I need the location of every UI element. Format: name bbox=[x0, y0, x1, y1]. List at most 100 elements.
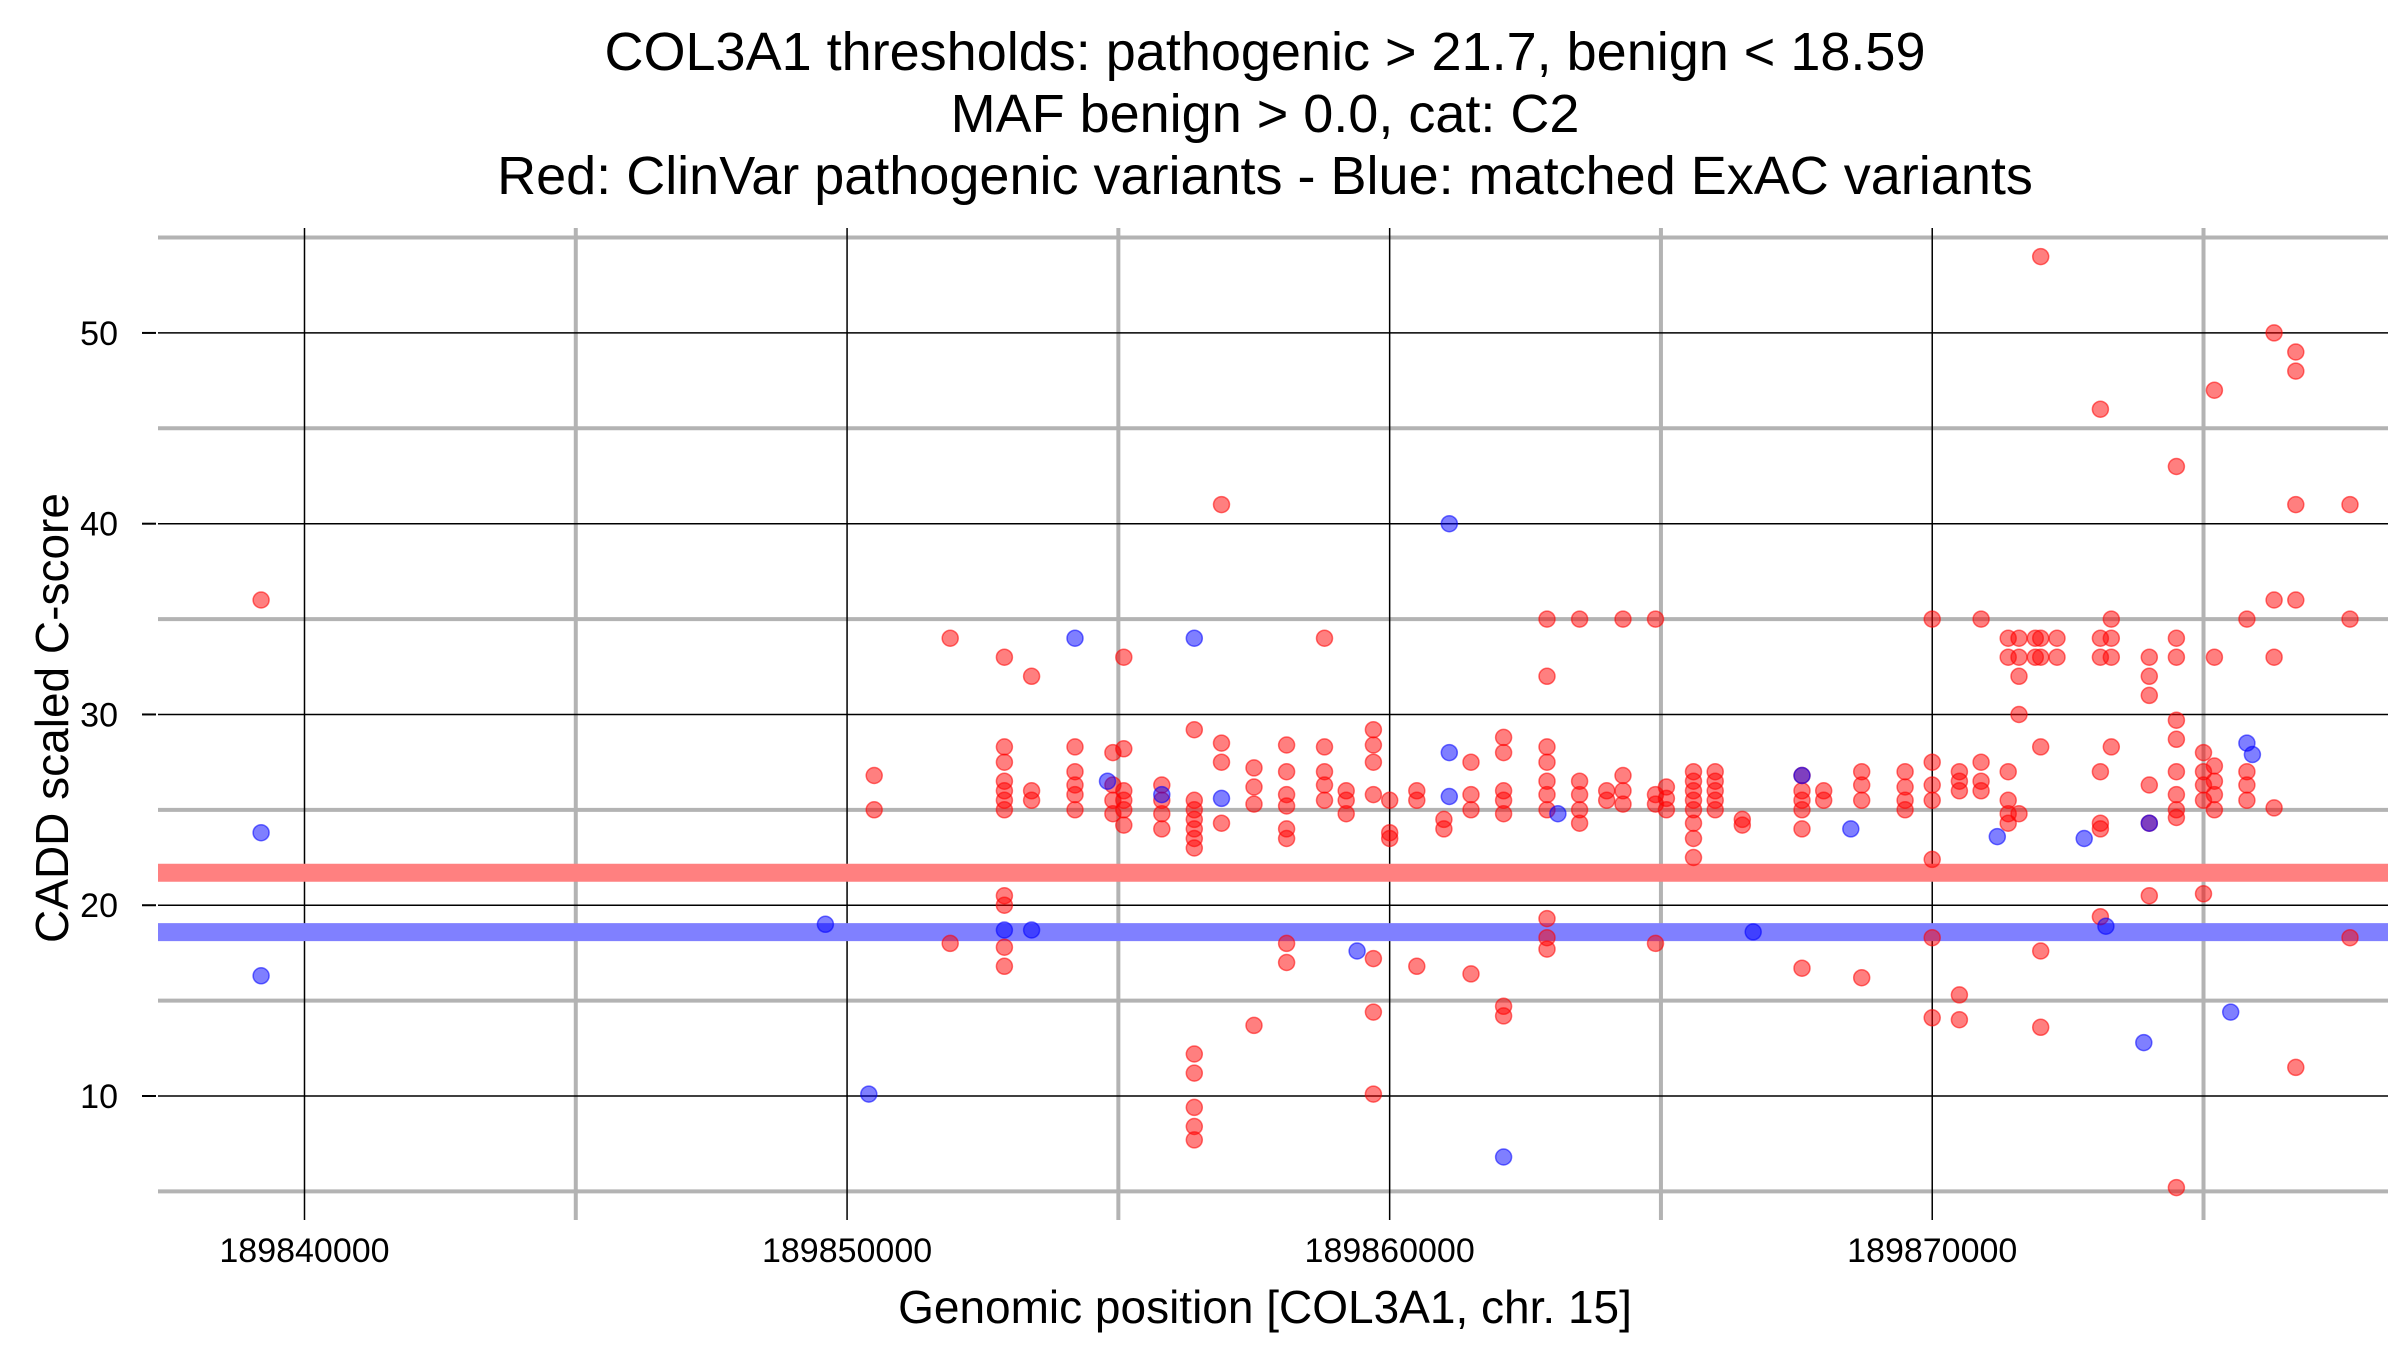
pathogenic-point bbox=[2167, 648, 2186, 666]
pathogenic-point bbox=[1494, 728, 1513, 747]
pathogenic-point bbox=[1896, 762, 1914, 781]
benign-point bbox=[1440, 743, 1459, 762]
pathogenic-point bbox=[2205, 381, 2224, 399]
pathogenic-point bbox=[2265, 324, 2283, 342]
pathogenic-point bbox=[1852, 968, 1871, 987]
benign-point bbox=[1494, 1148, 1513, 1166]
pathogenic-point bbox=[1185, 839, 1204, 857]
pathogenic-point bbox=[2287, 591, 2305, 609]
pathogenic-point bbox=[1538, 738, 1556, 756]
pathogenic-point bbox=[2194, 743, 2213, 762]
pathogenic-point bbox=[1115, 801, 1133, 819]
x-tick-label: 189840000 bbox=[219, 1232, 389, 1270]
pathogenic-point bbox=[1115, 816, 1133, 834]
pathogenic-point bbox=[1972, 753, 1990, 771]
benign-point bbox=[252, 967, 270, 985]
y-tick-label: 50 bbox=[80, 315, 118, 353]
pathogenic-point bbox=[1245, 759, 1263, 777]
pathogenic-point bbox=[1212, 495, 1231, 514]
pathogenic-point bbox=[2010, 648, 2028, 666]
pathogenic-point bbox=[1570, 610, 1589, 628]
pathogenic-point bbox=[1435, 820, 1453, 838]
y-axis-title: CADD scaled C-score bbox=[26, 493, 78, 943]
y-tick-label: 20 bbox=[80, 887, 118, 925]
pathogenic-point bbox=[1538, 667, 1556, 686]
pathogenic-point bbox=[1245, 778, 1263, 796]
y-tick-label: 40 bbox=[80, 506, 118, 544]
pathogenic-point bbox=[995, 738, 1014, 756]
pathogenic-point bbox=[2010, 705, 2028, 724]
pathogenic-point bbox=[1614, 795, 1632, 813]
pathogenic-point bbox=[1315, 776, 1334, 794]
pathogenic-point bbox=[1462, 753, 1480, 771]
pathogenic-point bbox=[1706, 801, 1724, 819]
benign-point bbox=[2135, 1033, 2153, 1052]
pathogenic-point bbox=[1684, 829, 1703, 848]
pathogenic-point bbox=[1212, 753, 1231, 771]
pathogenic-point bbox=[2265, 591, 2283, 609]
pathogenic-point bbox=[1277, 953, 1296, 972]
pathogenic-point bbox=[1923, 776, 1941, 794]
pathogenic-point bbox=[1364, 736, 1383, 754]
pathogenic-point bbox=[1245, 795, 1263, 813]
pathogenic-point bbox=[2194, 885, 2213, 903]
pathogenic-point bbox=[1684, 848, 1703, 867]
pathogenic-point bbox=[1923, 1009, 1941, 1027]
pathogenic-point bbox=[1852, 791, 1871, 810]
x-tick-label: 189860000 bbox=[1305, 1232, 1475, 1270]
pathogenic-point bbox=[2102, 648, 2121, 666]
pathogenic-point bbox=[1646, 934, 1665, 953]
pathogenic-point bbox=[2140, 776, 2159, 794]
pathogenic-point bbox=[1462, 785, 1480, 804]
pathogenic-point bbox=[2167, 457, 2186, 476]
chart-title-line-1: COL3A1 thresholds: pathogenic > 21.7, be… bbox=[605, 22, 1926, 82]
pathogenic-point bbox=[1212, 734, 1231, 752]
pathogenic-point bbox=[1923, 610, 1941, 628]
benign-point bbox=[1440, 787, 1459, 806]
pathogenic-point bbox=[1380, 791, 1399, 810]
pathogenic-point bbox=[2167, 629, 2186, 647]
benign-point bbox=[2140, 814, 2159, 832]
pathogenic-point bbox=[865, 766, 883, 785]
pathogenic-point bbox=[1066, 785, 1084, 804]
benign-point bbox=[816, 915, 835, 934]
pathogenic-point bbox=[1972, 782, 1990, 800]
pathogenic-point bbox=[941, 934, 959, 953]
pathogenic-point bbox=[1115, 740, 1133, 758]
pathogenic-point bbox=[1972, 610, 1990, 628]
pathogenic-point bbox=[1277, 829, 1296, 848]
pathogenic-point bbox=[1277, 797, 1296, 815]
pathogenic-point bbox=[2238, 776, 2256, 794]
pathogenic-point bbox=[2287, 362, 2305, 380]
pathogenic-point bbox=[2265, 648, 2283, 666]
pathogenic-point bbox=[1245, 1016, 1263, 1035]
pathogenic-point bbox=[2265, 799, 2283, 817]
pathogenic-point bbox=[1315, 738, 1334, 756]
pathogenic-point bbox=[1923, 850, 1941, 869]
pathogenic-point bbox=[995, 648, 1014, 666]
pathogenic-point bbox=[2140, 886, 2159, 905]
benign-point bbox=[2097, 917, 2115, 935]
pathogenic-point bbox=[941, 629, 959, 647]
pathogenic-point bbox=[865, 801, 883, 819]
pathogenic-point bbox=[2140, 648, 2159, 666]
pathogenic-point bbox=[1022, 791, 1041, 810]
pathogenic-point bbox=[995, 801, 1014, 819]
pathogenic-point bbox=[2238, 610, 2256, 628]
pathogenic-point bbox=[1185, 1045, 1204, 1063]
pathogenic-point bbox=[1733, 816, 1752, 834]
pathogenic-point bbox=[2205, 648, 2224, 666]
pathogenic-point bbox=[2205, 801, 2224, 819]
pathogenic-point bbox=[1646, 610, 1665, 628]
benign-point bbox=[1549, 804, 1567, 823]
pathogenic-point bbox=[1364, 785, 1383, 804]
pathogenic-point bbox=[1185, 1098, 1204, 1117]
pathogenic-point bbox=[1923, 928, 1941, 947]
pathogenic-point bbox=[2341, 495, 2359, 514]
pathogenic-point bbox=[2167, 785, 2186, 804]
pathogenic-point bbox=[1793, 820, 1811, 838]
pathogenic-point bbox=[1923, 791, 1941, 810]
pathogenic-point bbox=[1462, 965, 1480, 983]
pathogenic-point bbox=[2010, 804, 2028, 823]
pathogenic-point bbox=[1494, 743, 1513, 762]
